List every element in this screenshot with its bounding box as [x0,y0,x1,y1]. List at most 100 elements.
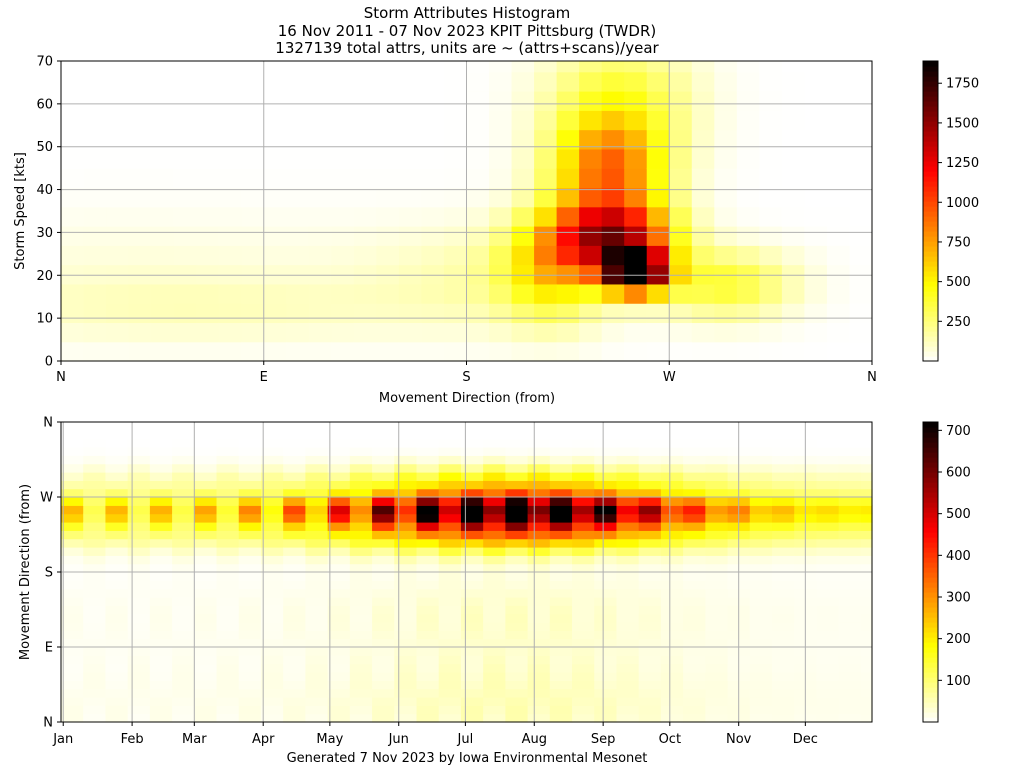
heatmap-cell [61,630,84,640]
heatmap-cell [669,341,693,362]
heatmap-cell [772,538,795,548]
heatmap-cell [83,430,107,440]
x-tick-label: E [260,370,268,385]
heatmap-cell [305,638,329,648]
heatmap-cell [105,638,129,648]
heatmap-cell [556,91,580,111]
colorbar-segment [923,672,938,678]
heatmap-cell [438,538,462,548]
heatmap-cell [283,455,307,465]
heatmap-cell [61,303,85,324]
heatmap-cell [759,303,783,324]
heatmap-cell [705,463,729,473]
heatmap-cell [772,505,795,515]
heatmap-cell [241,129,265,150]
heatmap-cell [305,505,329,515]
heatmap-cell [749,447,773,456]
heatmap-cell [61,206,85,227]
heatmap-cell [683,647,706,656]
heatmap-cell [572,713,595,723]
heatmap-cell [149,672,173,681]
heatmap-cell [749,538,773,548]
heatmap-cell [660,588,684,598]
heatmap-cell [466,168,490,189]
heatmap-cell [372,622,395,631]
heatmap-cell [683,472,706,481]
heatmap-cell [263,91,287,111]
heatmap-cell [61,538,84,548]
heatmap-cell [460,563,484,573]
colorbar-segment [923,662,938,668]
heatmap-cell [772,480,795,490]
heatmap-cell [816,613,840,623]
heatmap-cell [638,455,662,465]
heatmap-cell [660,630,684,640]
heatmap-cell [714,283,738,304]
heatmap-cell [172,522,195,531]
heatmap-cell [416,480,440,490]
heatmap-cell [601,61,625,73]
heatmap-cell [683,522,706,531]
x-tick-label: Jul [457,732,474,747]
heatmap-cell [194,547,218,556]
heatmap-cell [83,563,107,573]
heatmap-cell [218,264,242,285]
heatmap-cell [660,688,684,698]
x-tick-label: Aug [522,732,547,747]
heatmap-cell [683,463,706,473]
heatmap-cell [460,663,484,673]
heatmap-cell [579,110,603,131]
heatmap-cell [172,597,195,606]
heatmap-cell [527,422,551,431]
colorbar-segment [923,346,938,352]
heatmap-cell [860,663,873,673]
heatmap-cell [781,91,806,111]
heatmap-cell [527,580,551,590]
heatmap-cell [394,688,418,698]
colorbar-segment [923,487,938,493]
heatmap-cell [660,605,684,615]
heatmap-cell [505,613,529,623]
heatmap-cell [398,303,423,324]
heatmap-cell [218,91,242,111]
heatmap-cell [826,303,851,324]
heatmap-cell [772,630,795,640]
heatmap-cell [638,538,662,548]
heatmap-cell [305,688,329,698]
heatmap-cell [238,630,262,640]
heatmap-cell [61,680,84,690]
heatmap-cell [838,688,862,698]
heatmap-cell [376,148,400,169]
heatmap-cell [283,513,307,523]
heatmap-cell [714,148,738,169]
heatmap-cell [61,91,85,111]
heatmap-cell [460,463,484,473]
heatmap-cell [838,630,862,640]
heatmap-cell [549,563,573,573]
heatmap-cell [105,447,129,456]
heatmap-cell [241,110,265,131]
heatmap-cell [705,705,729,715]
heatmap-cell [349,663,373,673]
heatmap-cell [260,705,284,715]
heatmap-cell [353,341,377,362]
heatmap-cell [305,513,329,523]
heatmap-cell [216,580,240,590]
heatmap-cell [483,663,506,673]
heatmap-cell [438,505,462,515]
heatmap-cell [594,647,618,656]
heatmap-cell [838,455,862,465]
heatmap-cell [105,455,129,465]
heatmap-cell [736,245,760,266]
heatmap-cell [527,588,551,598]
heatmap-cell [660,638,684,648]
heatmap-cell [572,697,595,706]
heatmap-cell [438,455,462,465]
heatmap-cell [683,447,706,456]
heatmap-cell [438,422,462,431]
heatmap-cell [349,605,373,615]
heatmap-cell [260,438,284,448]
heatmap-cell [527,705,551,715]
heatmap-cell [305,547,329,556]
heatmap-cell [579,226,603,246]
